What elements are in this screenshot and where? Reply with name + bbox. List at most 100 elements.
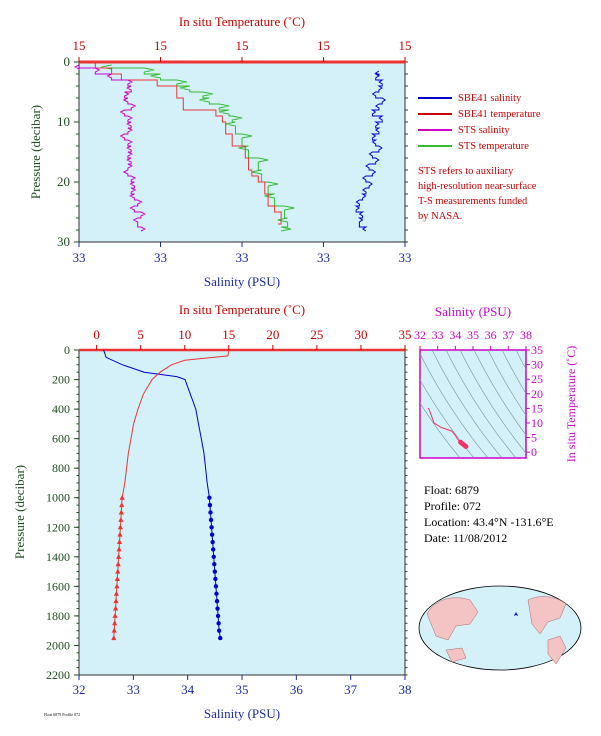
temperature-point <box>112 605 119 611</box>
density-contour <box>515 350 526 370</box>
location: Location: 43.4°N -131.6°E <box>424 515 554 529</box>
ts-salinity-tick-label: 38 <box>520 328 532 342</box>
ts-temperature-tick-label: 35 <box>531 343 543 357</box>
salinity-point <box>210 539 215 545</box>
temperature-tick-label: 15 <box>399 38 412 53</box>
salinity-point <box>212 562 217 567</box>
ts-salinity-tick-label: 36 <box>485 328 497 342</box>
salinity-tick-label: 34 <box>181 682 195 697</box>
pressure-tick-label: 0 <box>64 343 70 357</box>
near-surface-plot-area <box>78 61 406 243</box>
temperature-profile-line <box>113 349 230 639</box>
legend-swatch <box>418 97 452 99</box>
salinity-tick-label: 33 <box>317 250 330 265</box>
profile-number: Profile: 072 <box>424 499 481 513</box>
legend-item-sbe-salinity: SBE41 salinity <box>418 90 541 106</box>
float-info: Float: 6879 Profile: 072 Location: 43.4°… <box>424 482 554 546</box>
note-line: T-S measurements funded <box>418 196 528 207</box>
salinity-point <box>215 613 221 619</box>
temperature-point <box>118 509 124 515</box>
temperature-tick-label: 15 <box>317 38 330 53</box>
temperature-point <box>112 620 118 626</box>
ts-temperature-tick-label: 15 <box>531 401 543 415</box>
ts-diagram-plot-area <box>419 349 527 459</box>
salinity-point <box>214 591 219 596</box>
salinity-tick-label: 38 <box>399 682 412 697</box>
world-map <box>418 585 582 671</box>
salinity-point <box>214 598 220 604</box>
salinity-point <box>207 502 213 508</box>
temperature-point <box>112 612 118 618</box>
density-contour <box>501 350 526 394</box>
salinity-tick-label: 33 <box>73 250 86 265</box>
top-panel-pressure-ticks: 0 10 20 30 <box>57 54 408 249</box>
temperature-point <box>111 627 117 633</box>
date: Date: 11/08/2012 <box>424 531 508 545</box>
density-contour <box>431 350 503 458</box>
legend-label: STS salinity <box>458 124 510 136</box>
salinity-point <box>216 621 221 626</box>
ts-temperature-tick-label: 0 <box>531 445 537 459</box>
salinity-point <box>211 554 216 560</box>
temperature-point <box>117 531 123 537</box>
temperature-point <box>113 598 119 604</box>
temperature-tick-label: 25 <box>310 327 323 342</box>
bottom-panel-salinity-ticks: 32 33 34 35 36 37 38 <box>73 675 412 697</box>
salinity-tick-label: 33 <box>236 250 249 265</box>
legend: SBE41 salinity SBE41 temperature STS sal… <box>418 90 541 154</box>
salinity-tick-label: 36 <box>290 682 304 697</box>
salinity-tick-label: 37 <box>344 682 358 697</box>
salinity-tick-label: 33 <box>154 250 167 265</box>
top-panel-salinity-ticks: 33 33 33 33 33 <box>73 242 412 265</box>
density-contour <box>459 350 526 454</box>
salinity-point <box>207 495 212 500</box>
salinity-point <box>209 525 214 530</box>
bottom-panel-temperature-axis-label: In situ Temperature (˚C) <box>179 302 305 317</box>
note-line: STS refers to auxiliary <box>418 166 514 177</box>
salinity-point <box>209 532 215 537</box>
legend-label: STS temperature <box>458 140 529 152</box>
pressure-tick-label: 1200 <box>46 520 70 534</box>
sts-note: STS refers to auxiliary high-resolution … <box>418 164 536 224</box>
map-land-australia <box>445 647 467 663</box>
temperature-tick-label: 15 <box>73 38 86 53</box>
temperature-point <box>116 553 122 559</box>
salinity-point <box>213 576 218 582</box>
bottom-panel-pressure-axis-label: Pressure (decibar) <box>12 465 27 559</box>
top-panel-temperature-ticks: 15 15 15 15 15 <box>73 38 412 62</box>
temperature-point <box>114 583 120 589</box>
ts-salinity-tick-label: 32 <box>414 328 426 342</box>
top-panel-temperature-axis-label: In situ Temperature (˚C) <box>179 14 305 29</box>
map-land-south-america <box>547 635 567 665</box>
ts-temperature-tick-label: 20 <box>531 387 543 401</box>
pressure-tick-label: 30 <box>57 234 70 249</box>
note-line: by NASA. <box>418 211 463 222</box>
legend-swatch <box>418 129 452 131</box>
ts-point <box>463 443 469 449</box>
ts-diagram-series <box>427 407 469 449</box>
full-profile-series <box>79 348 405 641</box>
pressure-tick-label: 2000 <box>46 638 70 652</box>
ts-salinity-tick-label: 37 <box>502 328 514 342</box>
note-line: high-resolution near-surface <box>418 181 537 192</box>
legend-label: SBE41 salinity <box>458 92 522 104</box>
map-land-north-america <box>527 596 567 635</box>
ts-temperature-tick-label: 10 <box>531 416 543 430</box>
ts-salinity-tick-label: 35 <box>467 328 479 342</box>
legend-label: SBE41 temperature <box>458 108 541 120</box>
temperature-tick-label: 5 <box>137 327 144 342</box>
bottom-panel-salinity-axis-label: Salinity (PSU) <box>204 706 280 721</box>
ts-salinity-tick-label: 33 <box>432 328 444 342</box>
density-contour <box>420 402 461 458</box>
salinity-tick-label: 33 <box>399 250 412 265</box>
float-id: Float: 6879 <box>424 483 480 497</box>
salinity-point <box>218 635 223 641</box>
pressure-tick-label: 1800 <box>46 609 70 623</box>
full-profile-plot-area <box>78 349 406 676</box>
legend-swatch <box>418 113 452 115</box>
temperature-tick-label: 0 <box>93 327 100 342</box>
pressure-tick-label: 1600 <box>46 579 70 593</box>
ts-temperature-tick-label: 30 <box>531 358 543 372</box>
bottom-panel-pressure-ticks: 0 200 400 600 800 1000 1200 1400 1600 1800 2000 220… <box>46 343 408 682</box>
